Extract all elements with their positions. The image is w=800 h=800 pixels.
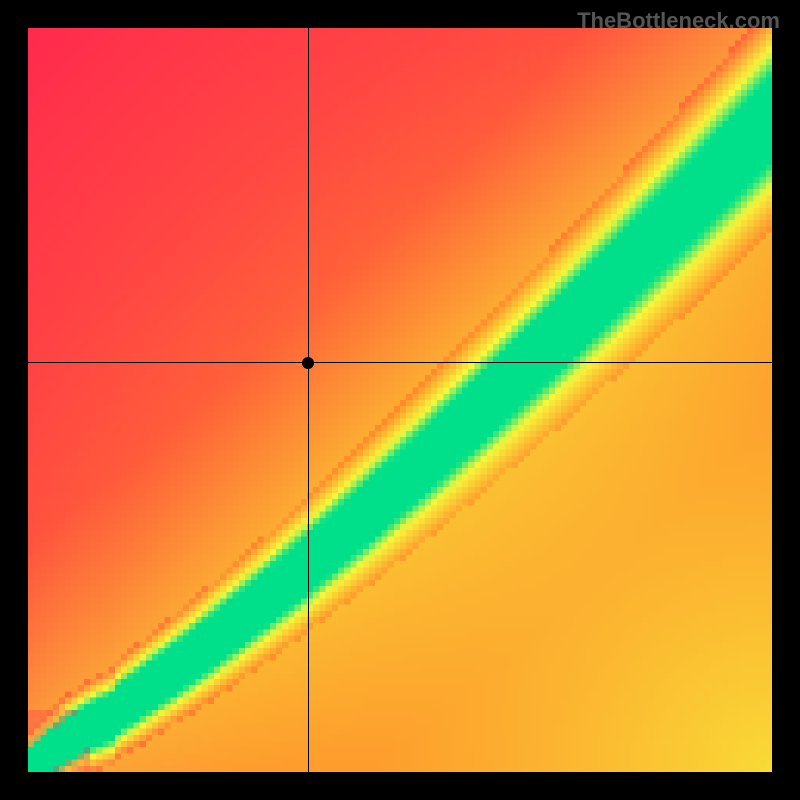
heatmap-plot-area — [28, 28, 772, 772]
crosshair-vertical — [308, 28, 309, 772]
watermark-text: TheBottleneck.com — [577, 8, 780, 34]
crosshair-horizontal — [28, 362, 772, 363]
crosshair-marker — [302, 357, 314, 369]
heatmap-canvas — [28, 28, 772, 772]
chart-container: TheBottleneck.com — [0, 0, 800, 800]
